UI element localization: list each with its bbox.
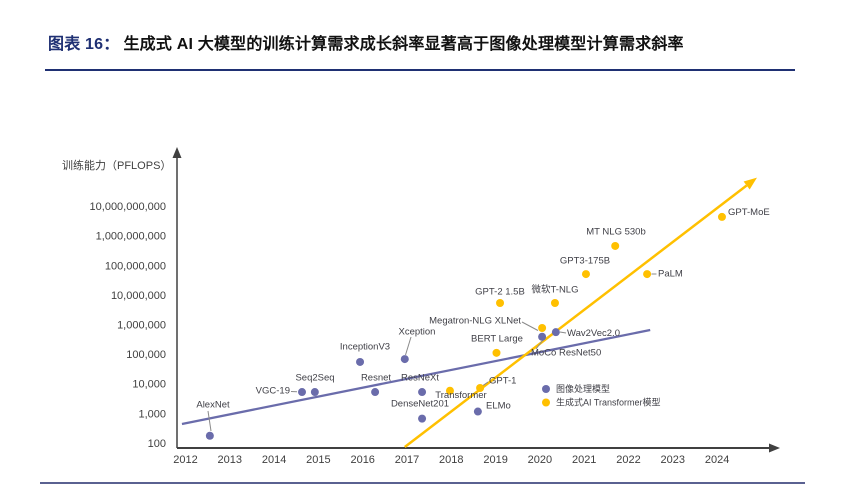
point-label: AlexNet (196, 400, 230, 411)
point-label: GPT-1 (489, 376, 516, 387)
x-tick-label: 2014 (262, 454, 286, 466)
point-label: GPT3-175B (560, 256, 610, 267)
y-axis-arrow-icon (172, 147, 182, 158)
data-point-DenseNet201 (418, 414, 427, 423)
point-label: BERT Large (471, 334, 523, 345)
legend-label: 生成式AI Transformer模型 (556, 396, 661, 407)
trend-arrow-icon (743, 177, 757, 190)
point-label: GPT-MoE (728, 207, 770, 218)
data-point-BERT-Large (492, 348, 501, 357)
point-label: Seq2Seq (295, 373, 334, 384)
data-point-GPT-2-1.5B (496, 299, 505, 308)
x-tick-label: 2022 (616, 454, 640, 466)
data-point-微软T-NLG (550, 299, 559, 308)
figure-title: 图表 16： 生成式 AI 大模型的训练计算需求成长斜率显著高于图像处理模型计算需… (48, 30, 684, 54)
trend-line-segment (181, 328, 651, 426)
data-point-Seq2Seq (310, 388, 319, 397)
x-tick-label: 2023 (661, 454, 685, 466)
trend-line-image-models (181, 328, 651, 426)
y-tick-label: 1,000,000 (117, 320, 166, 332)
y-tick-label: 10,000,000 (111, 290, 166, 302)
x-tick-label: 2020 (528, 454, 552, 466)
point-label: DenseNet201 (391, 399, 449, 410)
y-tick-label: 10,000 (132, 379, 166, 391)
point-label: Wav2Vec2.0 (567, 328, 620, 339)
point-label: ResNeXt (401, 373, 439, 384)
point-label: MT NLG 530b (586, 227, 646, 238)
data-point-Xception (400, 355, 409, 364)
y-tick-label: 100 (148, 438, 166, 450)
data-point-MoCo-ResNet50 (538, 332, 547, 341)
point-label: GPT-2 1.5B (475, 287, 525, 298)
data-point-Wav2Vec2.0 (551, 328, 560, 337)
legend-label: 图像处理模型 (556, 383, 610, 394)
y-axis-title: 训练能力（PFLOPS） (62, 158, 171, 172)
x-tick-label: 2019 (483, 454, 507, 466)
label-connector (405, 336, 412, 356)
point-label: MoCo ResNet50 (531, 348, 601, 359)
point-label: Megatron-NLG XLNet (429, 316, 521, 327)
point-label: PaLM (658, 269, 683, 280)
x-tick-label: 2024 (705, 454, 729, 466)
series-genai-models (445, 212, 726, 395)
point-label: ELMo (486, 401, 511, 412)
point-label: Resnet (361, 373, 391, 384)
title-divider (45, 69, 795, 71)
data-point-GPT3-175B (581, 270, 590, 279)
label-connector (207, 410, 212, 432)
x-tick-label: 2012 (173, 454, 197, 466)
point-label: InceptionV3 (340, 342, 390, 353)
y-tick-label: 10,000,000,000 (90, 201, 166, 213)
figure-title-text: 生成式 AI 大模型的训练计算需求成长斜率显著高于图像处理模型计算需求斜率 (123, 36, 684, 53)
data-point-InceptionV3 (356, 357, 365, 366)
figure-label: 图表 16： (48, 36, 120, 53)
data-point-Resnet (371, 388, 380, 397)
data-point-ELMo (473, 407, 482, 416)
data-point-ResNeXt (418, 388, 427, 397)
point-label: VGC-19 (256, 386, 290, 397)
x-tick-label: 2018 (439, 454, 463, 466)
y-tick-label: 100,000,000 (105, 260, 166, 272)
legend (542, 385, 550, 407)
x-tick-label: 2016 (350, 454, 374, 466)
x-tick-label: 2021 (572, 454, 596, 466)
legend-swatch-icon (542, 385, 550, 393)
data-point-GPT-MoE (717, 212, 726, 221)
x-tick-label: 2017 (395, 454, 419, 466)
data-point-MT-NLG-530b (611, 241, 620, 250)
label-connector (521, 321, 539, 331)
series-image-models (205, 328, 567, 440)
y-tick-label: 1,000,000,000 (96, 231, 166, 243)
data-point-Transformer (445, 386, 454, 395)
trend-line-genai-models (404, 177, 757, 449)
x-tick-label: 2013 (218, 454, 242, 466)
x-axis-arrow-icon (769, 443, 780, 453)
footer-divider (40, 482, 805, 484)
point-label: Transformer (435, 390, 486, 401)
data-point-AlexNet (205, 431, 214, 440)
data-point-VGC-19 (298, 388, 307, 397)
data-point-GPT-1 (476, 383, 485, 392)
data-point-PaLM (643, 270, 652, 279)
label-connector (535, 339, 544, 350)
point-label: 微软T-NLG (532, 284, 579, 296)
data-point-Megatron-NLG-XLNet (538, 323, 547, 332)
label-connector (559, 331, 567, 334)
y-tick-label: 1,000 (138, 408, 166, 420)
x-tick-label: 2015 (306, 454, 330, 466)
trend-line-segment (404, 184, 748, 449)
y-tick-label: 100,000 (126, 349, 166, 361)
point-label: Xception (399, 327, 436, 338)
axes (172, 147, 780, 453)
legend-swatch-icon (542, 398, 550, 407)
